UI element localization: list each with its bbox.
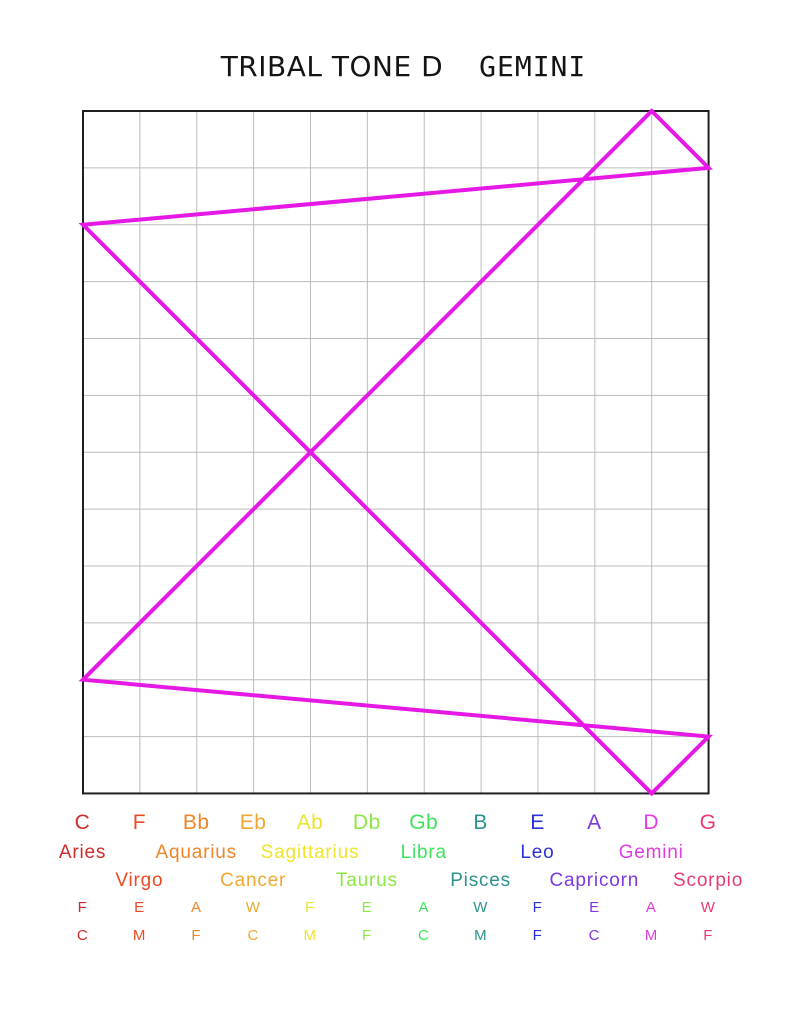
- element-label: A: [418, 899, 429, 916]
- element-label: A: [190, 899, 202, 916]
- element-label: E: [134, 899, 145, 916]
- note-label-g: G: [699, 811, 717, 834]
- zodiac-row-1: Aries Aquarius Sagittarius Libra Leo Gemini: [0, 843, 791, 867]
- title-zodiac-label: GEMINI: [479, 50, 587, 83]
- zodiac-label-pisces: Pisces: [450, 870, 511, 891]
- quality-label: C: [418, 927, 430, 944]
- zodiac-label-leo: Leo: [520, 842, 555, 863]
- quality-label: M: [474, 927, 488, 944]
- notes-row: C F Bb Eb Ab Db Gb B E A D G: [0, 812, 791, 836]
- note-label-f: F: [132, 811, 147, 834]
- note-label-db: Db: [352, 811, 381, 834]
- quality-label: C: [247, 927, 259, 944]
- zodiac-label-libra: Libra: [400, 842, 447, 863]
- tone-grid: [78, 107, 713, 796]
- element-label: E: [361, 899, 373, 916]
- note-label-b: B: [473, 811, 488, 834]
- quality-label: F: [191, 927, 202, 944]
- zodiac-row-2: Virgo Cancer Taurus Pisces Capricorn Scorpio: [0, 871, 791, 895]
- quality-label: F: [703, 927, 713, 944]
- zodiac-label-gemini: Gemini: [618, 842, 684, 863]
- note-label-a: A: [587, 811, 602, 834]
- page-title: TRIBAL TONE D GEMINI: [8, 50, 791, 83]
- note-label-gb: Gb: [409, 811, 439, 834]
- note-label-bb: Bb: [182, 811, 210, 834]
- element-label: W: [700, 899, 716, 916]
- zodiac-label-taurus: Taurus: [335, 870, 398, 891]
- element-label: A: [645, 899, 657, 916]
- zodiac-label-cancer: Cancer: [220, 870, 287, 891]
- note-label-eb: Eb: [239, 811, 267, 834]
- element-label: E: [589, 899, 600, 916]
- quality-label: F: [362, 927, 372, 944]
- note-label-d: D: [643, 811, 660, 834]
- note-label-e: E: [530, 811, 545, 834]
- zodiac-label-capricorn: Capricorn: [549, 870, 640, 891]
- quality-label: M: [644, 927, 658, 944]
- note-label-c: C: [74, 811, 91, 834]
- zodiac-label-virgo: Virgo: [115, 870, 164, 891]
- zodiac-label-sagittarius: Sagittarius: [260, 842, 360, 863]
- tribal-tone-path: [78, 107, 713, 796]
- quality-label: M: [132, 927, 146, 944]
- element-label: F: [305, 899, 315, 916]
- element-label: F: [532, 899, 543, 916]
- quality-label: C: [76, 927, 89, 944]
- element-label: F: [77, 899, 88, 916]
- quality-label: C: [588, 927, 600, 944]
- zodiac-label-aries: Aries: [58, 842, 107, 863]
- zodiac-label-aquarius: Aquarius: [155, 842, 237, 863]
- quality-label: F: [532, 927, 543, 944]
- title-tone-label: TRIBAL TONE D: [220, 50, 444, 83]
- element-label: W: [473, 899, 488, 916]
- grid-border: [81, 109, 710, 794]
- note-label-ab: Ab: [296, 811, 324, 834]
- zodiac-label-scorpio: Scorpio: [673, 870, 744, 891]
- element-label: W: [245, 899, 261, 916]
- quality-label: M: [303, 927, 317, 944]
